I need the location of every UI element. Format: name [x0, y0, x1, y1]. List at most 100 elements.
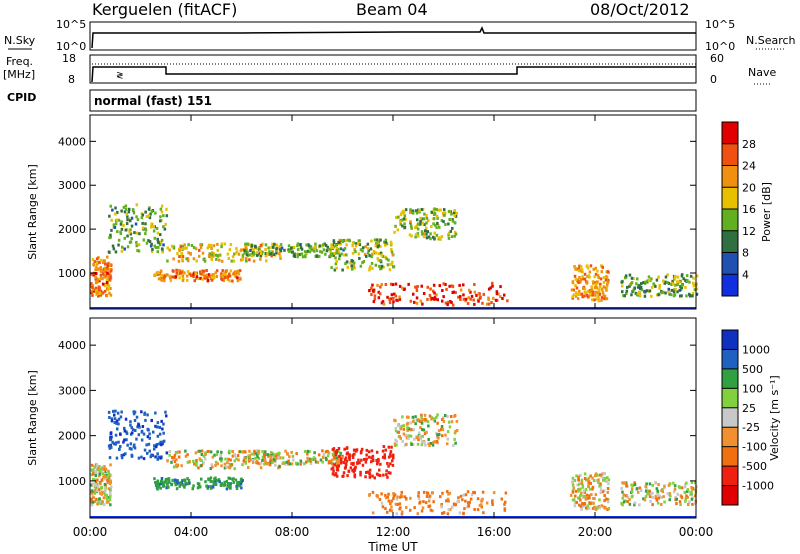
scatter-cell: [335, 459, 339, 463]
scatter-cell: [441, 418, 444, 421]
scatter-cell: [602, 293, 605, 297]
scatter-cell: [130, 216, 134, 220]
scatter-cell: [236, 480, 239, 484]
scatter-cell: [334, 244, 338, 248]
scatter-cell: [109, 493, 112, 497]
scatter-cell: [190, 244, 194, 247]
scatter-cell: [378, 264, 381, 268]
scatter-cell: [174, 483, 177, 487]
scatter-cell: [680, 284, 684, 288]
scatter-cell: [651, 496, 654, 499]
scatter-cell: [98, 488, 101, 492]
scatter-cell: [592, 281, 595, 285]
scatter-cell: [405, 497, 408, 500]
scatter-cell: [691, 292, 695, 295]
scatter-cell: [664, 291, 667, 295]
scatter-cell: [589, 292, 593, 296]
scatter-cell: [386, 263, 390, 267]
scatter-cell: [172, 456, 176, 460]
scatter-cell: [129, 423, 132, 427]
scatter-cell: [180, 464, 183, 468]
scatter-cell: [351, 244, 354, 248]
scatter-cell: [208, 252, 211, 256]
scatter-cell: [359, 264, 363, 268]
scatter-cell: [119, 222, 123, 226]
scatter-cell: [351, 251, 355, 255]
scatter-cell: [348, 456, 351, 460]
scatter-cell: [656, 492, 660, 496]
scatter-cell: [341, 268, 344, 272]
scatter-cell: [248, 253, 252, 257]
scatter-cell: [199, 246, 203, 249]
scatter-cell: [691, 502, 694, 506]
scatter-cell: [99, 486, 103, 490]
scatter-cell: [123, 247, 126, 251]
scatter-cell: [680, 486, 684, 490]
scatter-cell: [175, 479, 179, 483]
scatter-cell: [404, 208, 408, 212]
scatter-cell: [450, 235, 454, 239]
scatter-cell: [239, 450, 242, 454]
scatter-cell: [489, 286, 492, 290]
noise-panel: N.Sky 10^5 10^0 10^5 10^0 N.Search: [4, 18, 796, 53]
scatter-cell: [594, 281, 597, 284]
scatter-cell: [593, 293, 597, 297]
scatter-cell: [90, 489, 94, 493]
scatter-cell: [415, 301, 419, 305]
scatter-cell: [160, 247, 164, 251]
scatter-cell: [577, 475, 580, 479]
scatter-cell: [206, 276, 209, 280]
scatter-cell: [388, 268, 392, 272]
scatter-cell: [109, 491, 112, 495]
scatter-cell: [499, 285, 502, 289]
scatter-cell: [305, 252, 308, 255]
scatter-cell: [244, 259, 248, 263]
scatter-cell: [630, 483, 633, 487]
scatter-cell: [175, 271, 178, 275]
scatter-cell: [491, 284, 494, 288]
freq-label-1: Freq.: [6, 55, 33, 68]
scatter-cell: [491, 499, 494, 503]
scatter-cell: [676, 280, 679, 284]
scatter-cell: [90, 282, 93, 286]
scatter-cell: [453, 221, 457, 225]
scatter-cell: [399, 495, 402, 499]
scatter-cell: [221, 278, 224, 282]
scatter-cell: [690, 497, 694, 501]
scatter-cell: [455, 429, 459, 432]
scatter-cell: [400, 424, 404, 428]
scatter-cell: [275, 247, 278, 251]
scatter-cell: [126, 228, 129, 232]
scatter-cell: [594, 272, 598, 276]
scatter-cell: [694, 502, 697, 506]
scatter-cell: [331, 246, 335, 250]
scatter-cell: [422, 235, 426, 239]
scatter-cell: [423, 432, 427, 436]
scatter-cell: [485, 501, 489, 505]
scatter-cell: [116, 230, 119, 234]
scatter-cell: [195, 277, 198, 281]
scatter-cell: [605, 497, 609, 501]
scatter-cell: [401, 439, 404, 443]
scatter-cell: [236, 454, 240, 458]
scatter-cell: [348, 238, 351, 242]
scatter-cell: [360, 447, 364, 451]
scatter-cell: [175, 487, 179, 491]
scatter-cell: [95, 272, 98, 275]
scatter-cell: [166, 459, 169, 463]
scatter-cell: [244, 244, 247, 248]
scatter-cell: [209, 476, 213, 480]
scatter-cell: [357, 239, 361, 243]
scatter-cell: [160, 278, 163, 282]
scatter-cell: [205, 273, 208, 277]
scatter-cell: [390, 262, 394, 266]
scatter-cell: [695, 287, 699, 291]
scatter-cell: [476, 497, 480, 501]
scatter-cell: [299, 243, 302, 246]
scatter-cell: [329, 249, 332, 253]
scatter-cell: [137, 423, 141, 427]
scatter-cell: [628, 498, 631, 502]
scatter-cell: [368, 475, 372, 479]
scatter-cell: [388, 301, 392, 305]
scatter-cell: [462, 283, 465, 287]
